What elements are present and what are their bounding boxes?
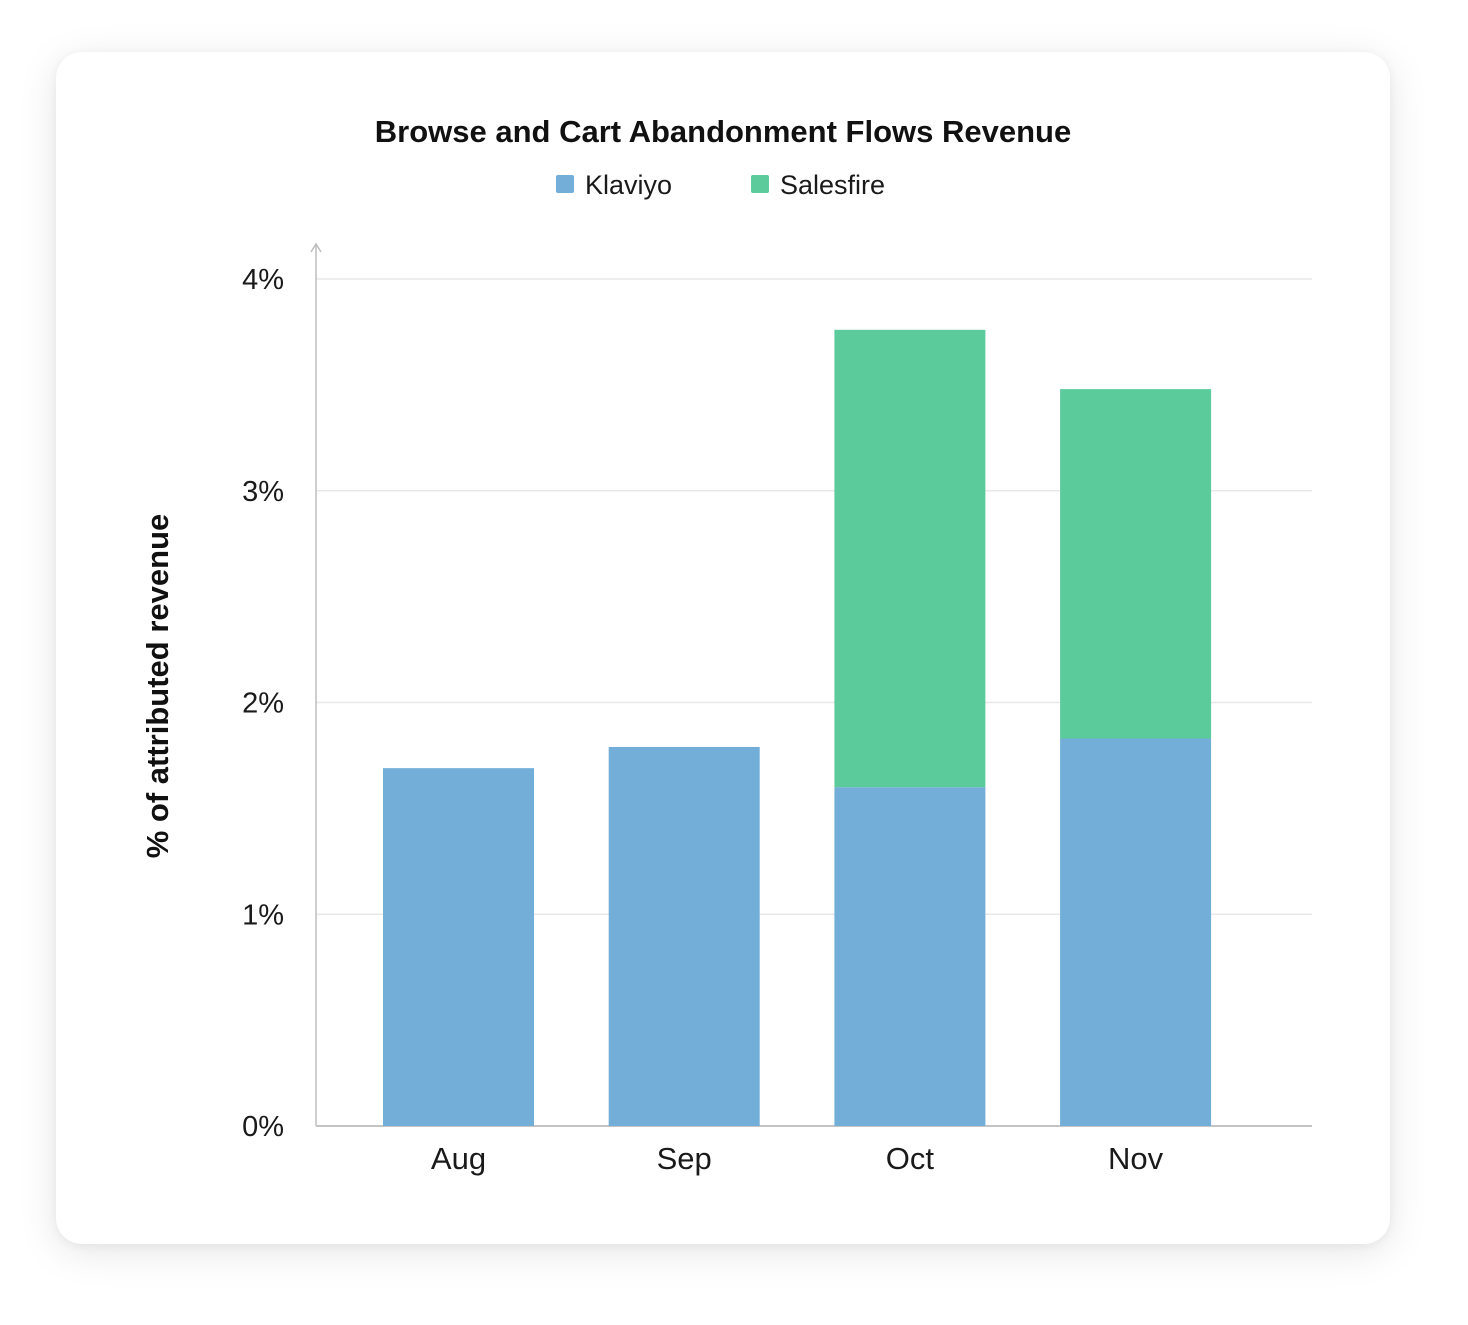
legend-item-klaviyo: Klaviyo xyxy=(556,170,672,200)
x-tick-label: Aug xyxy=(431,1141,486,1176)
y-axis-label: % of attributed revenue xyxy=(140,514,175,859)
y-tick-label: 4% xyxy=(242,264,284,296)
x-tick-labels: Aug Sep Oct Nov xyxy=(431,1141,1164,1176)
bar-salesfire-oct xyxy=(834,329,986,788)
y-axis-arrow xyxy=(310,242,322,253)
x-tick-label: Oct xyxy=(886,1141,935,1176)
y-tick-label: 2% xyxy=(242,688,284,720)
legend-label: Klaviyo xyxy=(585,170,672,200)
bar-klaviyo-sep xyxy=(608,746,760,1126)
legend-swatch xyxy=(751,175,769,193)
bar-salesfire-nov xyxy=(1060,389,1212,739)
bar-klaviyo-oct xyxy=(834,787,986,1126)
legend-item-salesfire: Salesfire xyxy=(751,170,885,200)
x-tick-label: Sep xyxy=(657,1141,712,1176)
y-tick-label: 1% xyxy=(242,899,284,931)
bar-klaviyo-aug xyxy=(383,768,534,1126)
y-tick-label: 3% xyxy=(242,476,284,508)
y-tick-labels: 0% 1% 2% 3% 4% xyxy=(242,264,284,1143)
chart-title: Browse and Cart Abandonment Flows Revenu… xyxy=(375,114,1071,149)
legend-label: Salesfire xyxy=(780,170,885,200)
legend: Klaviyo Salesfire xyxy=(556,170,885,200)
bars xyxy=(383,329,1212,1126)
x-tick-label: Nov xyxy=(1108,1141,1164,1176)
bar-klaviyo-nov xyxy=(1060,738,1212,1126)
legend-swatch xyxy=(556,175,574,193)
y-tick-label: 0% xyxy=(242,1111,284,1143)
